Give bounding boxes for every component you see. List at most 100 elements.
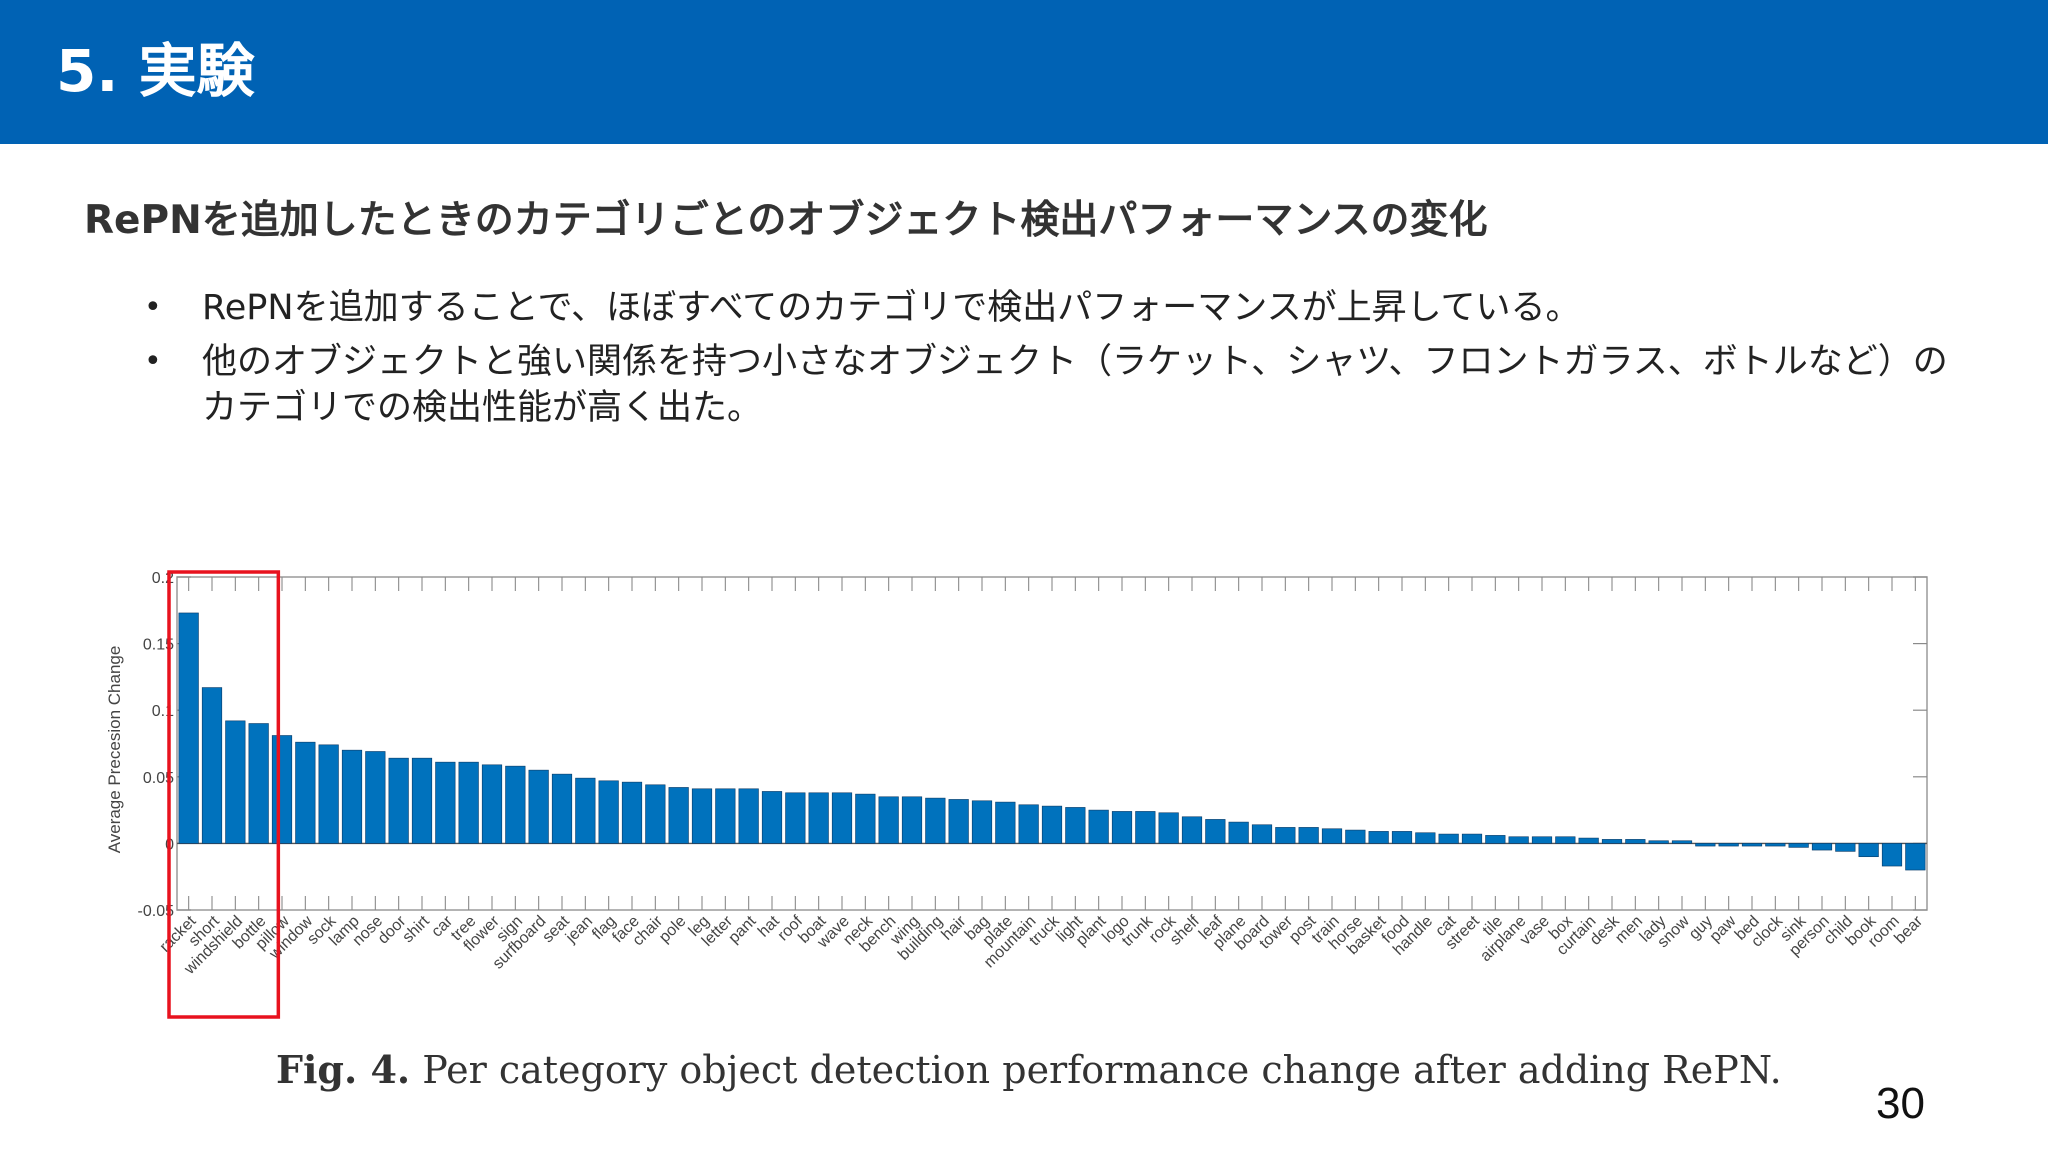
bar-bench	[878, 796, 899, 844]
bar-child	[1835, 843, 1856, 852]
bar-train	[1321, 828, 1343, 844]
header-bar	[0, 0, 2048, 144]
y-tick-label: 0.05	[143, 770, 174, 787]
bar-room	[1881, 843, 1903, 867]
bar-horse	[1345, 829, 1366, 844]
bar-sign	[505, 765, 526, 844]
bar-hat	[761, 791, 783, 844]
bar-pole	[668, 787, 689, 844]
bar-rock	[1158, 812, 1179, 844]
bar-door	[388, 757, 409, 844]
bullet-text: RePNを追加することで、ほぼすべてのカテゴリで検出パフォーマンスが上昇している…	[202, 288, 1581, 328]
bar-cat	[1438, 833, 1459, 844]
bar-handle	[1415, 832, 1436, 844]
y-tick-label: 0.15	[143, 637, 174, 654]
y-tick-label: -0.05	[138, 903, 175, 920]
bar-post	[1298, 827, 1319, 844]
bar-vase	[1531, 836, 1553, 844]
bar-board	[1251, 824, 1273, 844]
bar-bear	[1905, 843, 1926, 871]
bullet-text: 他のオブジェクトと強い関係を持つ小さなオブジェクト（ラケット、シャツ、フロントガ…	[202, 342, 1948, 428]
bar-bed	[1741, 843, 1763, 847]
bar-sink	[1788, 843, 1809, 848]
chart-svg: -0.0500.050.10.150.2racketshortwindshiel…	[105, 570, 1928, 1019]
bar-snow	[1671, 840, 1693, 844]
bar-lamp	[341, 749, 363, 844]
slide-title: 5. 実験	[56, 37, 255, 105]
bar-mountain	[1018, 804, 1039, 844]
bar-face	[621, 781, 643, 844]
bar-building	[925, 797, 946, 844]
bar-airplane	[1508, 836, 1529, 844]
bar-tile	[1485, 835, 1506, 844]
bar-plant	[1088, 809, 1109, 844]
bar-lady	[1648, 840, 1669, 844]
bar-pillow	[271, 735, 293, 844]
bar-seat	[551, 773, 573, 844]
figure-caption: Fig. 4. Per category object detection pe…	[276, 1040, 1782, 1100]
slide-subtitle: RePNを追加したときのカテゴリごとのオブジェクト検出パフォーマンスの変化	[84, 198, 1488, 243]
bar-person	[1811, 843, 1833, 851]
bullet-list: • RePNを追加することで、ほぼすべてのカテゴリで検出パフォーマンスが上昇して…	[140, 285, 1980, 439]
bar-food	[1391, 831, 1413, 844]
caption-label: Fig. 4.	[276, 1047, 411, 1092]
bar-logo	[1111, 811, 1133, 844]
bar-paw	[1718, 843, 1739, 847]
bar-leaf	[1205, 819, 1226, 844]
bar-chart: -0.05 0 0.05 0.1 0.15 0.2 racket short windshiel…	[95, 560, 1945, 1025]
bar-curtain	[1578, 837, 1599, 844]
highlight-box	[167, 570, 281, 1019]
bar-hair	[948, 799, 969, 844]
bar-book	[1858, 843, 1879, 858]
bar-surfboard	[528, 769, 549, 844]
bar-letter	[715, 788, 736, 844]
bar-jean	[575, 777, 596, 844]
bar-bottle	[248, 723, 269, 844]
bar-guy	[1695, 843, 1716, 847]
caption-text: Per category object detection performanc…	[422, 1048, 1782, 1092]
bar-car	[435, 761, 456, 844]
bar-men	[1625, 839, 1646, 844]
bar-light	[1065, 807, 1086, 844]
bar-wave	[831, 792, 853, 844]
bar-plate	[995, 801, 1016, 844]
bar-truck	[1041, 805, 1063, 844]
bar-basket	[1368, 831, 1389, 844]
bar-plane	[1228, 821, 1249, 844]
plot-area	[176, 576, 1928, 911]
bar-flower	[481, 764, 503, 844]
bar-desk	[1601, 839, 1623, 844]
bar-tree	[458, 761, 479, 844]
bar-window	[295, 741, 316, 844]
bar-wing	[901, 796, 923, 844]
bar-clock	[1765, 843, 1786, 847]
bar-box	[1555, 836, 1576, 844]
bar-windshield	[225, 720, 246, 844]
bar-roof	[785, 792, 806, 844]
bar-sock	[318, 744, 339, 844]
bar-bag	[971, 800, 993, 844]
page-number: 30	[1876, 1079, 1925, 1128]
bar-pant	[738, 788, 759, 844]
bar-shelf	[1181, 816, 1203, 844]
x-tick-label: bear	[1891, 912, 1926, 947]
bullet-dot-icon: •	[144, 290, 162, 325]
bar-nose	[365, 751, 386, 844]
bullet-dot-icon: •	[144, 344, 162, 379]
bar-short	[201, 687, 223, 844]
x-tick-label: pant	[725, 912, 759, 946]
bullet-item: • RePNを追加することで、ほぼすべてのカテゴリで検出パフォーマンスが上昇して…	[140, 285, 1980, 331]
bar-street	[1461, 833, 1483, 844]
bar-neck	[855, 793, 876, 844]
x-tick-label: pole	[656, 913, 689, 946]
bar-trunk	[1135, 811, 1156, 844]
bar-boat	[808, 792, 829, 844]
bar-racket	[178, 612, 199, 844]
bar-tower	[1275, 827, 1296, 844]
bullet-item: • 他のオブジェクトと強い関係を持つ小さなオブジェクト（ラケット、シャツ、フロン…	[140, 339, 1980, 431]
bar-chair	[645, 784, 666, 844]
bar-leg	[691, 788, 713, 844]
y-axis-label: Average Precesion Change	[105, 646, 124, 854]
bar-shirt	[411, 757, 433, 844]
bar-flag	[598, 780, 619, 844]
